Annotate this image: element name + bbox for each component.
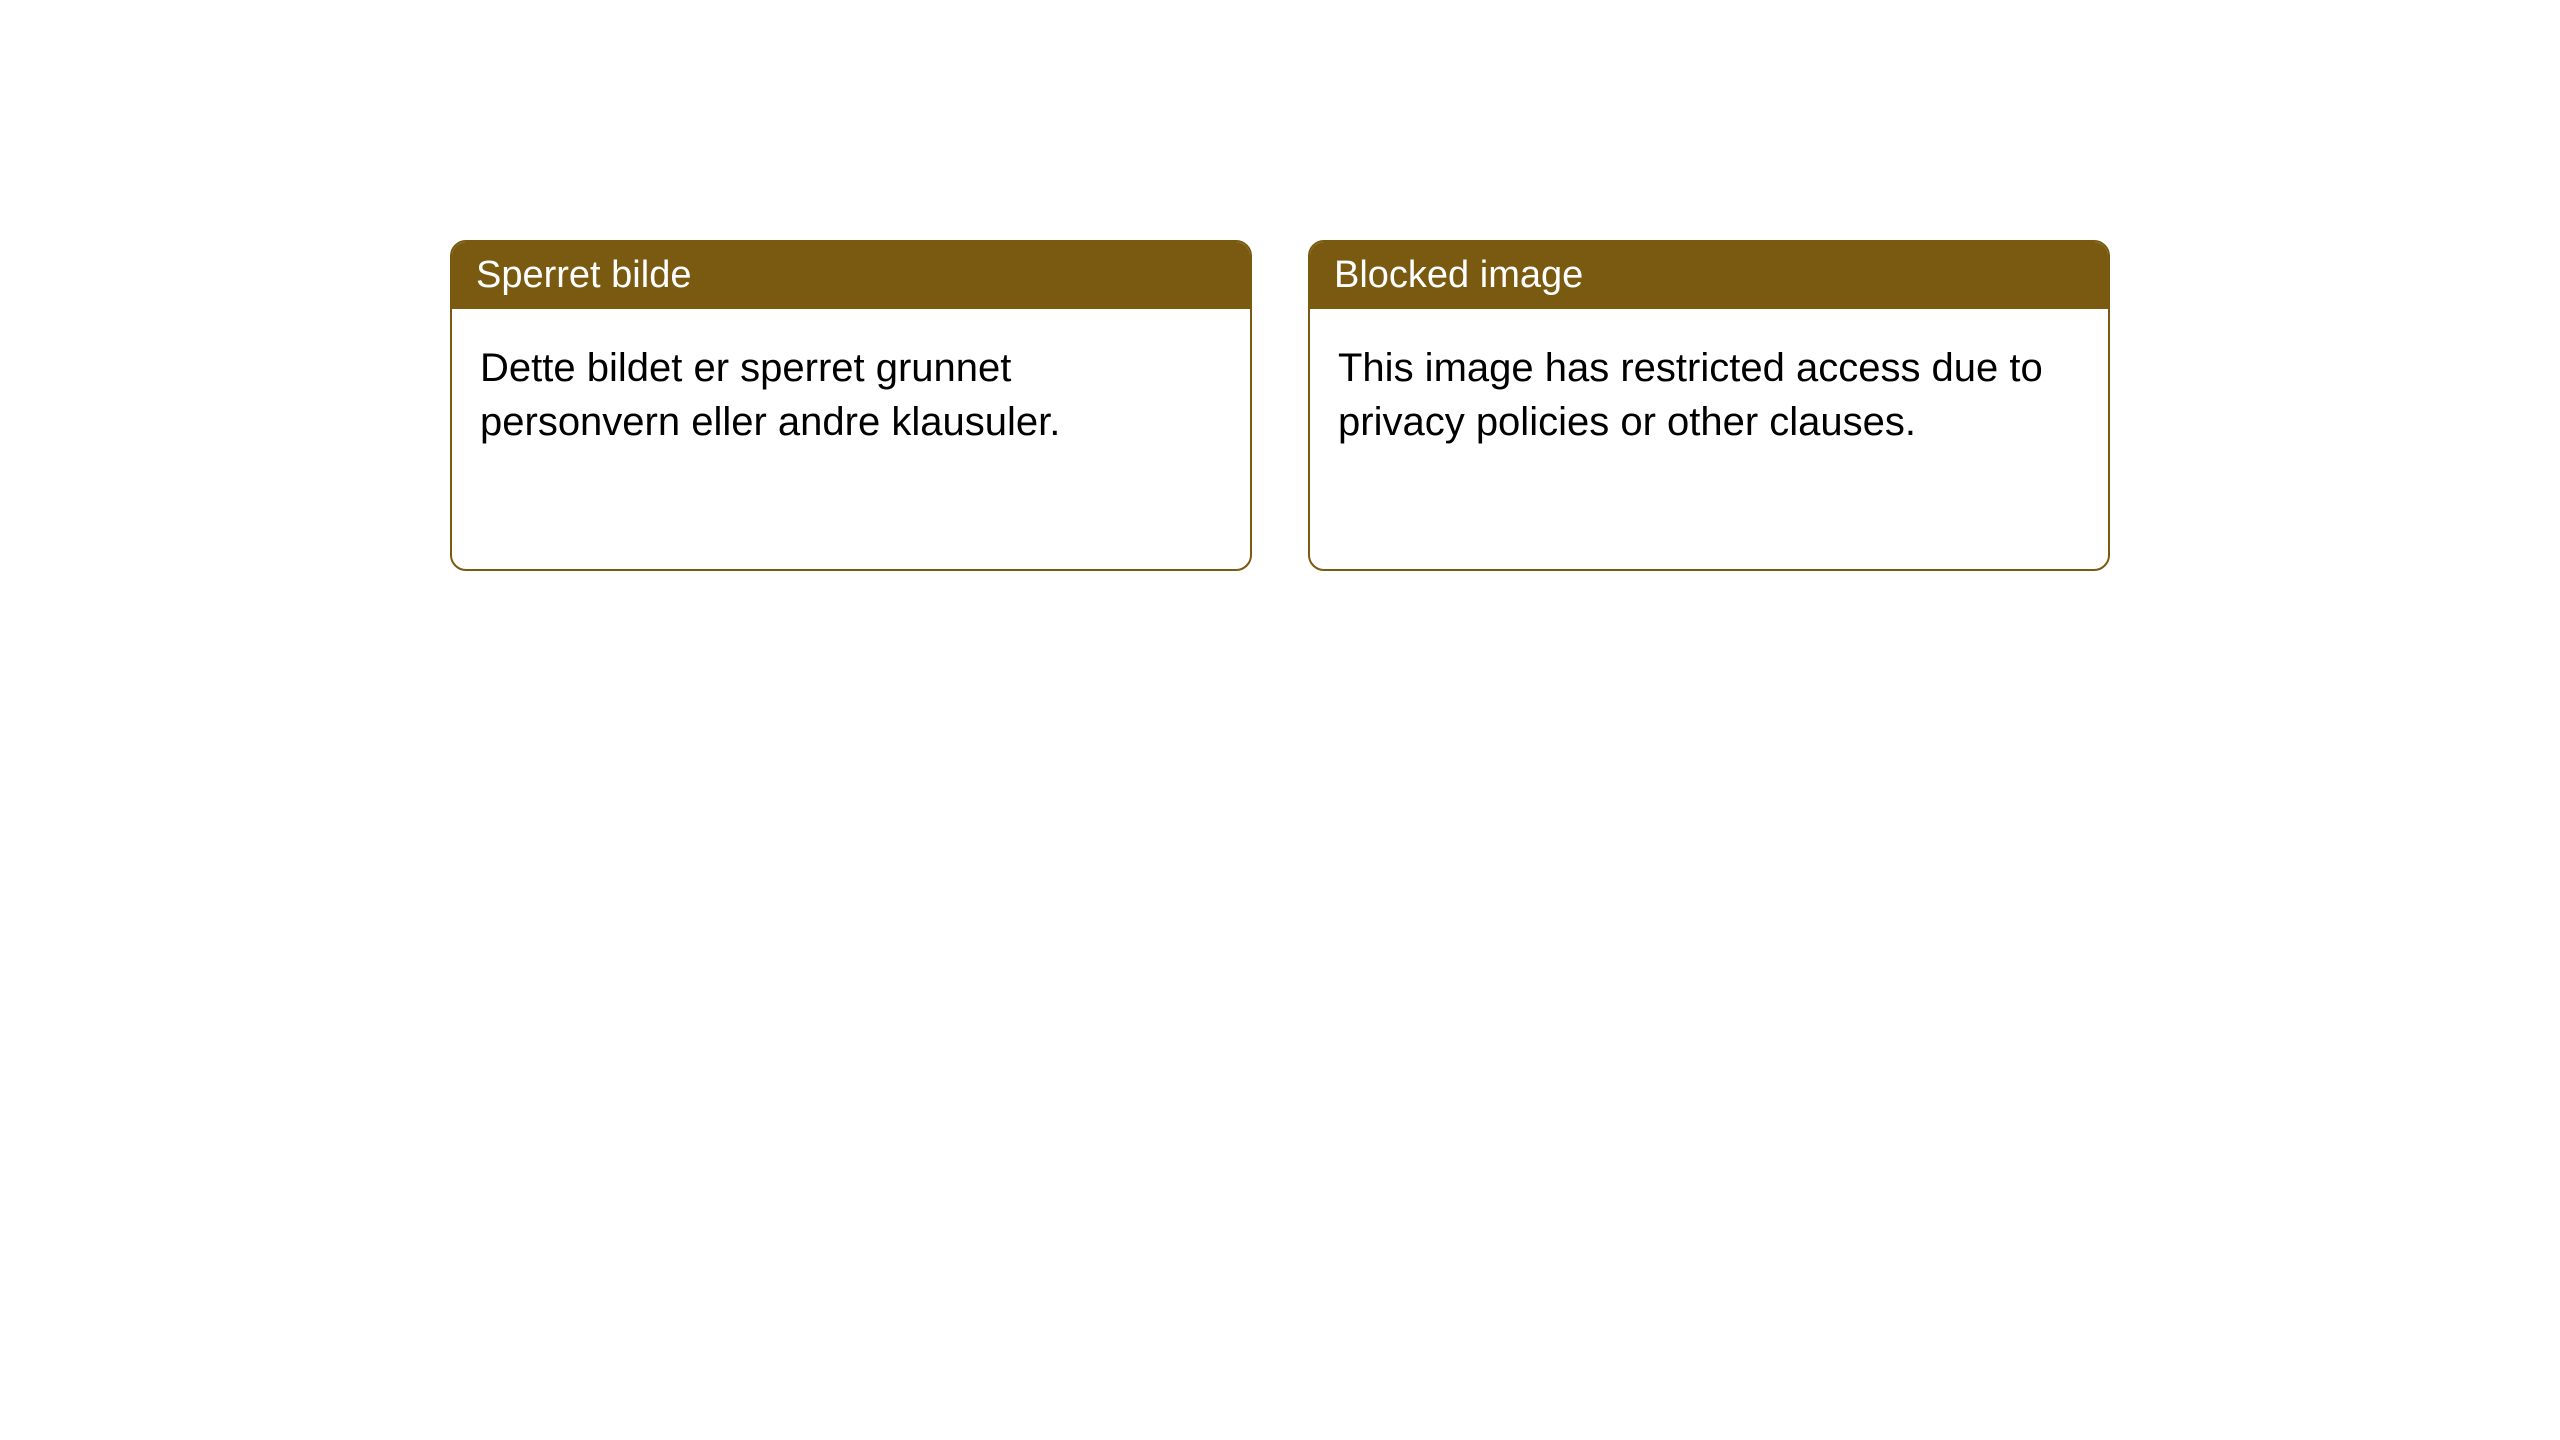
- cards-container: Sperret bilde Dette bildet er sperret gr…: [450, 240, 2560, 571]
- card-body: Dette bildet er sperret grunnet personve…: [452, 309, 1250, 569]
- blocked-image-card-en: Blocked image This image has restricted …: [1308, 240, 2110, 571]
- card-header: Blocked image: [1310, 242, 2108, 309]
- card-body: This image has restricted access due to …: [1310, 309, 2108, 569]
- blocked-image-card-no: Sperret bilde Dette bildet er sperret gr…: [450, 240, 1252, 571]
- card-header: Sperret bilde: [452, 242, 1250, 309]
